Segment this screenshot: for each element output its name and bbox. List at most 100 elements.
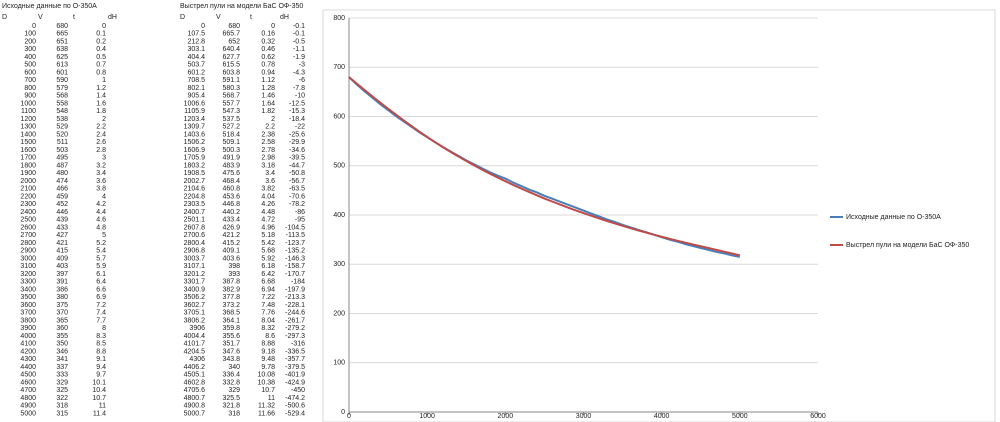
cell: 680 [228,23,240,30]
cell: 377.8 [222,294,240,301]
cell: 1105.9 [184,108,205,115]
cell: 0 [102,23,106,30]
cell: 7.76 [261,310,275,317]
cell: 343.8 [222,356,240,363]
x-tick-label: 4000 [654,413,670,420]
cell: 580.3 [222,85,240,92]
cell: 579 [56,85,68,92]
cell: 1006.6 [184,100,206,107]
cell: 421.2 [222,232,240,239]
cell: -29.9 [289,139,305,146]
cell: -70.6 [289,193,305,200]
cell: 3900 [20,325,36,332]
y-tick-label: 600 [333,113,345,120]
cell: 2300 [20,201,36,208]
cell: 460.8 [222,186,240,193]
cell: 4.26 [261,201,275,208]
cell: 4406.2 [184,364,206,371]
cell: -244.6 [285,310,305,317]
cell: 10.7 [92,395,106,402]
cell: 1309.7 [184,124,206,131]
cell: 4 [102,193,106,200]
table-title: Выстрел пули на модели БаС ОФ-350 [180,3,303,10]
cell: 325.5 [222,395,240,402]
cell: 0.7 [96,62,106,69]
cell: 4300 [20,356,36,363]
x-tick-label: 6000 [810,413,826,420]
cell: 4.2 [96,201,106,208]
cell: 4400 [20,364,36,371]
cell: 373.2 [222,302,240,309]
cell: 8.6 [265,333,275,340]
cell: 382.9 [222,286,240,293]
cell: 2400 [20,209,36,216]
cell: -104.5 [285,224,305,231]
cell: 491.9 [222,155,240,162]
cell: 601.2 [187,69,205,76]
cell: 360 [56,325,68,332]
cell: -7.8 [293,85,305,92]
cell: 1100 [21,108,36,115]
cell: 5.92 [261,255,275,262]
cell: 0.5 [96,54,106,61]
cell: 4004.4 [184,333,206,340]
x-tick-label: 1000 [419,413,435,420]
cell: 2.78 [261,147,275,154]
cell: 627.7 [222,54,240,61]
x-tick-label: 3000 [576,413,592,420]
cell: 468.4 [222,178,240,185]
cell: -197.9 [285,286,305,293]
cell: 1606.9 [184,147,206,154]
cell: 7.2 [96,302,106,309]
cell: 1300 [20,124,36,131]
x-tick-label: 5000 [732,413,748,420]
cell: 615.5 [222,62,240,69]
cell: 1.82 [261,108,275,115]
cell: 1600 [20,147,36,154]
cell: 0.16 [261,31,275,38]
cell: 368.5 [222,310,240,317]
cell: 500 [24,62,36,69]
cell: 638 [56,46,68,53]
y-tick-label: 0 [341,409,345,416]
cell: 426.9 [222,224,240,231]
cell: 640.4 [222,46,240,53]
column-header: dH [280,14,289,21]
cell: 900 [24,93,36,100]
cell: 5.4 [96,248,106,255]
cell: 4700 [20,387,36,394]
cell: -34.6 [289,147,305,154]
cell: 480 [56,170,68,177]
cell: 7.48 [261,302,275,309]
cell: 11 [99,403,106,410]
cell: -401.9 [285,372,305,379]
cell: 495 [56,155,68,162]
cell: 590 [56,77,68,84]
cell: 8.88 [261,341,275,348]
cell: -213.3 [285,294,305,301]
cell: 351.7 [222,341,240,348]
cell: 329 [228,387,240,394]
cell: -15.3 [289,108,305,115]
cell: 537.5 [222,116,240,123]
cell: 1.4 [96,93,106,100]
cell: 3705.1 [184,310,206,317]
cell: -529.4 [285,410,305,417]
cell: 4000 [20,333,36,340]
cell: 9.1 [96,356,106,363]
cell: 421 [56,240,68,247]
cell: 1203.4 [184,116,206,123]
cell: 433 [56,224,68,231]
cell: 483.9 [222,162,240,169]
cell: 11.66 [258,410,275,417]
cell: 9.78 [261,364,275,371]
y-tick-label: 700 [333,64,345,71]
cell: 427 [56,232,68,239]
cell: 2204.8 [184,193,206,200]
cell: -25.6 [289,131,305,138]
cell: 558 [56,100,68,107]
cell: 0.4 [96,46,106,53]
cell: 3602.7 [184,302,206,309]
cell: 2800.4 [184,240,206,247]
cell: 325 [56,387,68,394]
